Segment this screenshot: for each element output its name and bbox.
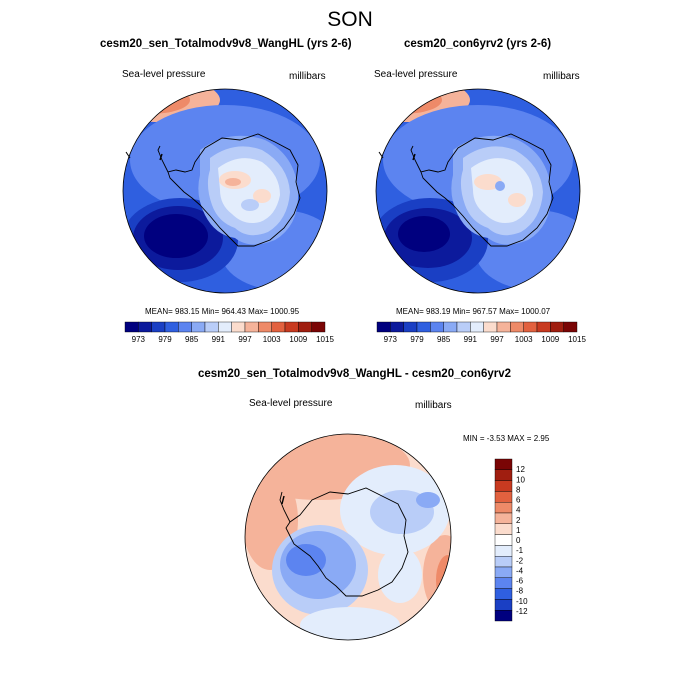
colorbar-right-tick-label: 985	[437, 335, 451, 344]
colorbar-left-swatch	[284, 321, 299, 333]
colorbar-difference-swatch	[494, 556, 513, 568]
figure-title: SON	[327, 8, 373, 31]
colorbar-right-swatch	[483, 321, 498, 333]
colorbar-left-swatch	[124, 321, 139, 333]
colorbar-difference-swatch	[494, 599, 513, 611]
colorbar-difference-swatch	[494, 480, 513, 492]
colorbar-right-swatch	[470, 321, 484, 333]
colorbar-difference-tick-label: 4	[516, 506, 521, 515]
panel-right-variable: Sea-level pressure	[374, 69, 458, 80]
panel-right-units: millibars	[543, 71, 580, 82]
colorbar-left-swatch	[311, 321, 326, 333]
colorbar-difference-swatch	[494, 502, 513, 514]
colorbar-left-swatch	[271, 321, 286, 333]
colorbar-right-tick-label: 1003	[515, 335, 533, 344]
colorbar-difference-swatch	[494, 469, 513, 481]
colorbar-right-swatch	[550, 321, 564, 333]
colorbar-left-tick-label: 973	[132, 335, 146, 344]
colorbar-difference-swatch	[494, 512, 513, 525]
colorbar-left-tick-label: 1015	[316, 335, 334, 344]
colorbar-right-swatch	[456, 321, 471, 333]
colorbar-right-swatch	[523, 321, 538, 333]
colorbar-left-swatch	[164, 321, 179, 333]
colorbar-difference-swatch	[494, 545, 513, 557]
colorbar-left-swatch	[244, 321, 259, 333]
colorbar-difference-swatch	[494, 458, 513, 471]
colorbar-left-tick-label: 979	[158, 335, 172, 344]
colorbar-right-tick-label: 1009	[541, 335, 559, 344]
colorbar-right-swatch	[443, 321, 458, 333]
colorbar-right-swatch	[430, 321, 444, 333]
map-left-sea-level-pressure	[122, 88, 328, 294]
map-right-sea-level-pressure	[375, 88, 581, 294]
diff-stats: MIN = -3.53 MAX = 2.95	[463, 434, 550, 443]
colorbar-right-tick-label: 991	[464, 335, 478, 344]
colorbar-difference-tick-label: -8	[516, 587, 524, 596]
colorbar-difference-swatch	[494, 534, 513, 546]
colorbar-left-swatch	[204, 321, 219, 333]
diff-title: cesm20_sen_Totalmodv9v8_WangHL - cesm20_…	[198, 368, 511, 380]
colorbar-difference-tick-label: -2	[516, 556, 524, 565]
colorbar-difference-tick-label: -4	[516, 566, 524, 575]
colorbar-left-swatch	[258, 321, 272, 333]
colorbar-left: 973 979 985 991 997 1003 1009 1015	[124, 321, 334, 344]
colorbar-left-swatch	[191, 321, 206, 333]
colorbar-right-tick-label: 973	[384, 335, 398, 344]
colorbar-left-swatch	[218, 321, 232, 333]
colorbar-left-tick-label: 997	[238, 335, 252, 344]
colorbar-right-swatch	[390, 321, 404, 333]
colorbar-difference-tick-label: -6	[516, 577, 524, 586]
colorbar-right-swatch	[403, 321, 418, 333]
colorbar-left-swatch	[298, 321, 312, 333]
colorbar-difference-tick-label: -10	[516, 597, 528, 606]
colorbar-right-tick-label: 997	[490, 335, 504, 344]
panel-left-units: millibars	[289, 71, 326, 82]
colorbar-difference-tick-label: 10	[516, 475, 525, 484]
colorbar-difference-swatch	[494, 577, 513, 589]
colorbar-left-tick-label: 1009	[289, 335, 307, 344]
colorbar-difference-tick-label: 0	[516, 536, 521, 545]
colorbar-right-swatch	[376, 321, 391, 333]
colorbar-left-swatch	[138, 321, 152, 333]
colorbar-left-swatch	[178, 321, 192, 333]
colorbar-left-tick-label: 991	[212, 335, 226, 344]
colorbar-right-swatch	[510, 321, 524, 333]
colorbar-difference-tick-label: 2	[516, 516, 521, 525]
diff-variable: Sea-level pressure	[249, 398, 333, 409]
panel-right-title: cesm20_con6yrv2 (yrs 2-6)	[404, 38, 552, 50]
colorbar-difference-swatch	[494, 491, 513, 503]
colorbar-right-swatch	[416, 321, 431, 333]
colorbar-difference-tick-label: -12	[516, 607, 528, 616]
colorbar-right-tick-label: 1015	[568, 335, 586, 344]
colorbar-difference-tick-label: -1	[516, 546, 524, 555]
map-difference	[244, 433, 452, 641]
colorbar-right-swatch	[563, 321, 578, 333]
colorbar-right-swatch	[496, 321, 511, 333]
colorbar-right: 973 979 985 991 997 1003 1009 1015	[376, 321, 586, 344]
colorbar-left-swatch	[151, 321, 166, 333]
colorbar-difference-tick-label: 8	[516, 485, 521, 494]
colorbar-difference-swatch	[494, 566, 513, 579]
colorbar-left-tick-label: 985	[185, 335, 199, 344]
diff-units: millibars	[415, 400, 452, 411]
panel-left-variable: Sea-level pressure	[122, 69, 206, 80]
colorbar-difference-swatch	[494, 610, 513, 622]
colorbar-left-swatch	[231, 321, 246, 333]
colorbar-difference-tick-label: 12	[516, 465, 525, 474]
colorbar-right-swatch	[536, 321, 551, 333]
colorbar-difference-swatch	[494, 523, 513, 535]
colorbar-difference-tick-label: 1	[516, 526, 521, 535]
panel-left-stats: MEAN= 983.15 Min= 964.43 Max= 1000.95	[145, 307, 300, 316]
colorbar-right-tick-label: 979	[410, 335, 424, 344]
panel-right-stats: MEAN= 983.19 Min= 967.57 Max= 1000.07	[396, 307, 551, 316]
colorbar-difference-tick-label: 6	[516, 496, 521, 505]
colorbar-difference-swatch	[494, 588, 513, 600]
colorbar-left-tick-label: 1003	[263, 335, 281, 344]
panel-left-title: cesm20_sen_Totalmodv9v8_WangHL (yrs 2-6)	[100, 38, 352, 50]
